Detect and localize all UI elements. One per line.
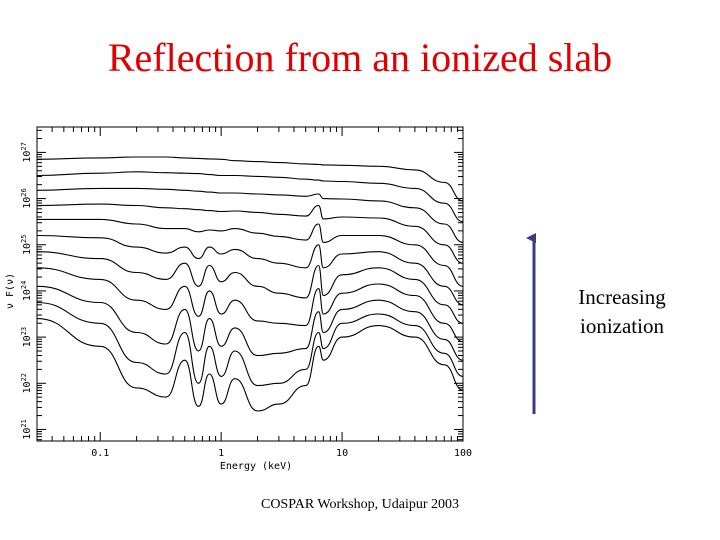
x-tick-label: 0.1	[91, 448, 109, 459]
spectrum-line-10	[36, 301, 464, 387]
spectrum-line-6	[36, 234, 464, 306]
annotation-line-2: ionization	[580, 314, 664, 338]
y-tick-label: 1027	[20, 142, 33, 162]
y-tick-label: 1024	[20, 281, 33, 301]
x-axis-label: Energy (keV)	[220, 461, 292, 472]
spectrum-line-5	[36, 218, 464, 287]
spectrum-line-1	[36, 156, 464, 202]
spectrum-line-7	[36, 251, 464, 324]
slide-footer: COSPAR Workshop, Udaipur 2003	[260, 497, 459, 512]
spectrum-line-2	[36, 171, 464, 223]
x-tick-label: 100	[454, 448, 472, 459]
annotation-line-1: Increasing	[578, 285, 666, 309]
y-axis-label: ν F(ν)	[5, 273, 16, 309]
y-tick-label: 1026	[20, 188, 33, 208]
x-tick-label: 1	[218, 448, 224, 459]
y-tick-label: 1022	[20, 373, 33, 393]
spectrum-line-9	[36, 285, 464, 361]
ionization-annotation: Increasing ionization	[562, 283, 682, 341]
y-tick-label: 1023	[20, 327, 33, 347]
y-tick-label: 1021	[20, 419, 33, 439]
spectrum-line-4	[36, 203, 464, 264]
spectrum-line-11	[36, 318, 464, 412]
spectrum-line-3	[36, 187, 464, 243]
x-tick-label: 10	[336, 448, 348, 459]
spectrum-line-8	[36, 267, 464, 343]
y-tick-label: 1025	[20, 235, 33, 255]
plot-frame	[36, 126, 464, 442]
slide-title: Reflection from an ionized slab	[107, 35, 613, 80]
